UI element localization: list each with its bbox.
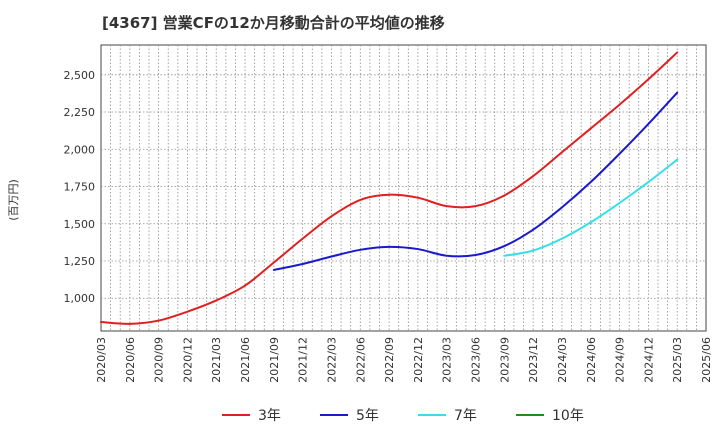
legend-label: 7年 (454, 408, 477, 424)
x-tick-label: 2021/09 (268, 337, 281, 383)
x-tick-label: 2021/06 (239, 337, 252, 383)
x-tick-label: 2025/03 (671, 337, 684, 383)
x-tick-label: 2020/09 (153, 337, 166, 383)
x-tick-label: 2022/06 (354, 337, 367, 383)
legend-label: 5年 (356, 408, 379, 424)
x-tick-label: 2025/06 (700, 337, 713, 383)
x-tick-label: 2021/12 (297, 337, 310, 383)
x-tick-label: 2024/12 (642, 337, 655, 383)
x-tick-label: 2022/12 (412, 337, 425, 383)
x-tick-label: 2020/06 (124, 337, 137, 383)
x-tick-label: 2020/12 (181, 337, 194, 383)
chart-title: [4367] 営業CFの12か月移動合計の平均値の推移 (102, 14, 445, 32)
x-tick-label: 2022/03 (325, 337, 338, 383)
x-tick-label: 2020/03 (95, 337, 108, 383)
y-tick-label: 1,000 (64, 292, 96, 305)
plot-area: 1,000 1,250 1,500 1,750 2,000 2,250 2,500 2020/… (64, 44, 713, 383)
y-tick-label: 1,500 (64, 218, 96, 231)
y-tick-label: 2,000 (64, 143, 96, 156)
x-tick-label: 2024/03 (556, 337, 569, 383)
y-tick-label: 2,250 (64, 106, 96, 119)
x-tick-label: 2023/03 (441, 337, 454, 383)
x-tick-label: 2024/09 (614, 337, 627, 383)
legend-label: 10年 (552, 408, 584, 424)
y-axis-label: (百万円) (7, 179, 20, 221)
y-tick-label: 1,250 (64, 255, 96, 268)
y-tick-label: 1,750 (64, 181, 96, 194)
legend: 3年 5年 7年 10年 (222, 408, 584, 424)
x-tick-label: 2023/09 (498, 337, 511, 383)
series-line-1 (100, 51, 679, 325)
y-tick-label: 2,500 (64, 69, 96, 82)
x-tick-label: 2021/03 (210, 337, 223, 383)
series-line-3 (503, 158, 679, 257)
x-tick-label: 2024/06 (585, 337, 598, 383)
series-line-2 (272, 91, 679, 271)
x-tick-label: 2023/06 (470, 337, 483, 383)
x-tick-label: 2023/12 (527, 337, 540, 383)
plot-frame (100, 44, 707, 332)
legend-label: 3年 (258, 408, 281, 424)
x-tick-label: 2022/09 (383, 337, 396, 383)
